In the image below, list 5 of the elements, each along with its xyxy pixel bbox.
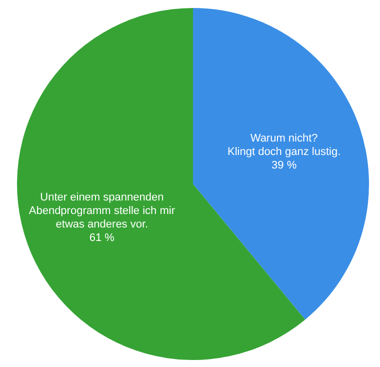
pie-slice [193, 8, 369, 320]
data-label: 39 % [272, 160, 297, 172]
slice-label: Unter einem spannenden Abendprogramm stelle ich mir etwas anderes vor. [28, 191, 176, 230]
data-label: 61 % [89, 232, 115, 244]
slice-label: Warum nicht? Klingt doch ganz lustig. [228, 132, 341, 158]
